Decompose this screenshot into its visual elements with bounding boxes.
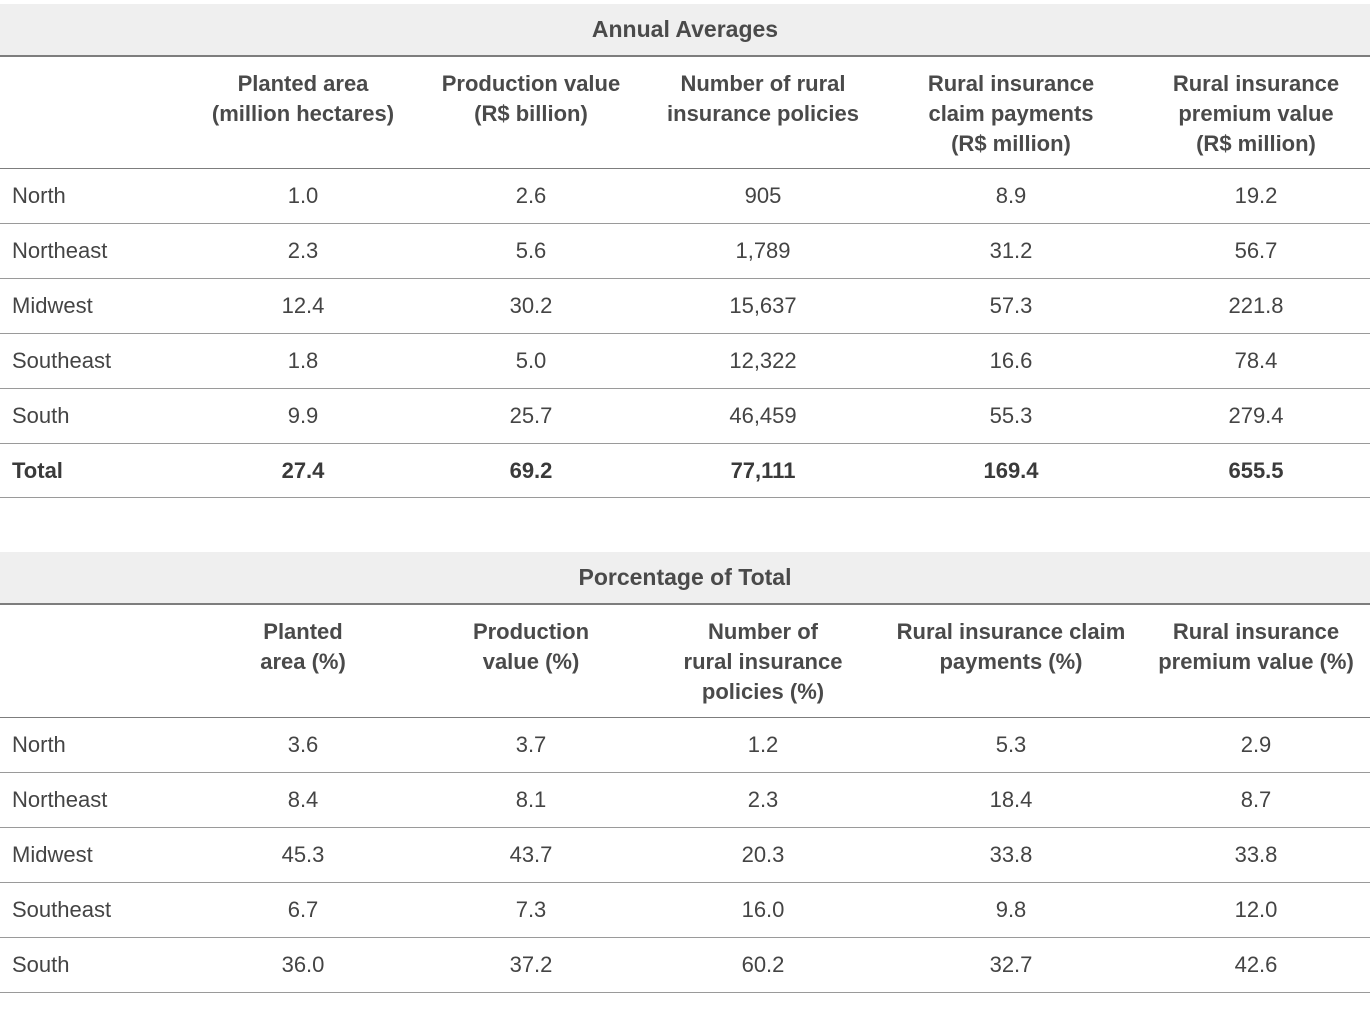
region-cell: Southeast [0, 882, 190, 938]
value-cell: 6.7 [190, 882, 416, 938]
value-cell: 12.0 [1142, 882, 1370, 938]
value-cell: 25.7 [416, 388, 646, 444]
value-cell: 16.6 [880, 333, 1142, 389]
value-cell: 18.4 [880, 772, 1142, 828]
value-cell: 3.7 [416, 717, 646, 773]
total-cell: 169.4 [880, 443, 1142, 498]
column-header: Rural insurance claim payments (R$ million… [880, 57, 1142, 169]
table-row: North 1.0 2.6 905 8.9 19.2 [0, 168, 1370, 224]
column-header: Production value (%) [416, 605, 646, 718]
value-cell: 221.8 [1142, 278, 1370, 334]
region-cell: Northeast [0, 772, 190, 828]
value-cell: 5.0 [416, 333, 646, 389]
value-cell: 32.7 [880, 937, 1142, 993]
total-cell: 27.4 [190, 443, 416, 498]
table-row: Northeast 2.3 5.6 1,789 31.2 56.7 [0, 223, 1370, 279]
table-title: Porcentage of Total [0, 552, 1370, 605]
value-cell: 12.4 [190, 278, 416, 334]
value-cell: 1.2 [646, 717, 880, 773]
region-cell: Southeast [0, 333, 190, 389]
value-cell: 20.3 [646, 827, 880, 883]
value-cell: 1.8 [190, 333, 416, 389]
column-header [0, 605, 190, 718]
value-cell: 56.7 [1142, 223, 1370, 279]
value-cell: 2.3 [646, 772, 880, 828]
value-cell: 8.4 [190, 772, 416, 828]
region-cell: North [0, 717, 190, 773]
table-row: South 9.9 25.7 46,459 55.3 279.4 [0, 388, 1370, 444]
table-row: Northeast 8.4 8.1 2.3 18.4 8.7 [0, 772, 1370, 828]
data-table: Planted area (%) Production value (%) Numb… [0, 605, 1370, 993]
percentage-of-total-table: Porcentage of Total Planted area (%) Prod… [0, 552, 1370, 993]
column-header: Planted area (%) [190, 605, 416, 718]
value-cell: 60.2 [646, 937, 880, 993]
table-row: North 3.6 3.7 1.2 5.3 2.9 [0, 717, 1370, 773]
value-cell: 8.7 [1142, 772, 1370, 828]
column-header: Number of rural insurance policies (%) [646, 605, 880, 718]
value-cell: 2.3 [190, 223, 416, 279]
value-cell: 46,459 [646, 388, 880, 444]
value-cell: 33.8 [1142, 827, 1370, 883]
table-row: Southeast 1.8 5.0 12,322 16.6 78.4 [0, 333, 1370, 389]
value-cell: 5.6 [416, 223, 646, 279]
data-table: Planted area (million hectares) Productio… [0, 57, 1370, 498]
column-header: Rural insurance premium value (%) [1142, 605, 1370, 718]
value-cell: 45.3 [190, 827, 416, 883]
column-header: Number of rural insurance policies [646, 57, 880, 169]
value-cell: 37.2 [416, 937, 646, 993]
table-row: Midwest 12.4 30.2 15,637 57.3 221.8 [0, 278, 1370, 334]
value-cell: 9.9 [190, 388, 416, 444]
value-cell: 57.3 [880, 278, 1142, 334]
value-cell: 905 [646, 168, 880, 224]
table-row: Midwest 45.3 43.7 20.3 33.8 33.8 [0, 827, 1370, 883]
column-header: Production value (R$ billion) [416, 57, 646, 169]
value-cell: 55.3 [880, 388, 1142, 444]
total-row: Total 27.4 69.2 77,111 169.4 655.5 [0, 443, 1370, 498]
value-cell: 78.4 [1142, 333, 1370, 389]
value-cell: 7.3 [416, 882, 646, 938]
column-header: Rural insurance premium value (R$ million) [1142, 57, 1370, 169]
column-header: Planted area (million hectares) [190, 57, 416, 169]
value-cell: 279.4 [1142, 388, 1370, 444]
value-cell: 1,789 [646, 223, 880, 279]
table-title: Annual Averages [0, 4, 1370, 57]
value-cell: 42.6 [1142, 937, 1370, 993]
value-cell: 19.2 [1142, 168, 1370, 224]
value-cell: 5.3 [880, 717, 1142, 773]
value-cell: 1.0 [190, 168, 416, 224]
value-cell: 9.8 [880, 882, 1142, 938]
region-cell: South [0, 388, 190, 444]
column-header [0, 57, 190, 169]
value-cell: 2.6 [416, 168, 646, 224]
value-cell: 8.9 [880, 168, 1142, 224]
table-row: South 36.0 37.2 60.2 32.7 42.6 [0, 937, 1370, 993]
table-row: Southeast 6.7 7.3 16.0 9.8 12.0 [0, 882, 1370, 938]
value-cell: 16.0 [646, 882, 880, 938]
region-cell: Midwest [0, 278, 190, 334]
value-cell: 36.0 [190, 937, 416, 993]
total-cell: 77,111 [646, 443, 880, 498]
value-cell: 12,322 [646, 333, 880, 389]
total-label: Total [0, 443, 190, 498]
column-header: Rural insurance claim payments (%) [880, 605, 1142, 718]
annual-averages-table: Annual Averages Planted area (million hec… [0, 4, 1370, 498]
region-cell: Midwest [0, 827, 190, 883]
value-cell: 8.1 [416, 772, 646, 828]
value-cell: 3.6 [190, 717, 416, 773]
header-row: Planted area (million hectares) Productio… [0, 57, 1370, 169]
value-cell: 43.7 [416, 827, 646, 883]
header-row: Planted area (%) Production value (%) Numb… [0, 605, 1370, 718]
total-cell: 655.5 [1142, 443, 1370, 498]
value-cell: 2.9 [1142, 717, 1370, 773]
region-cell: South [0, 937, 190, 993]
value-cell: 31.2 [880, 223, 1142, 279]
region-cell: North [0, 168, 190, 224]
value-cell: 33.8 [880, 827, 1142, 883]
value-cell: 30.2 [416, 278, 646, 334]
total-cell: 69.2 [416, 443, 646, 498]
value-cell: 15,637 [646, 278, 880, 334]
region-cell: Northeast [0, 223, 190, 279]
